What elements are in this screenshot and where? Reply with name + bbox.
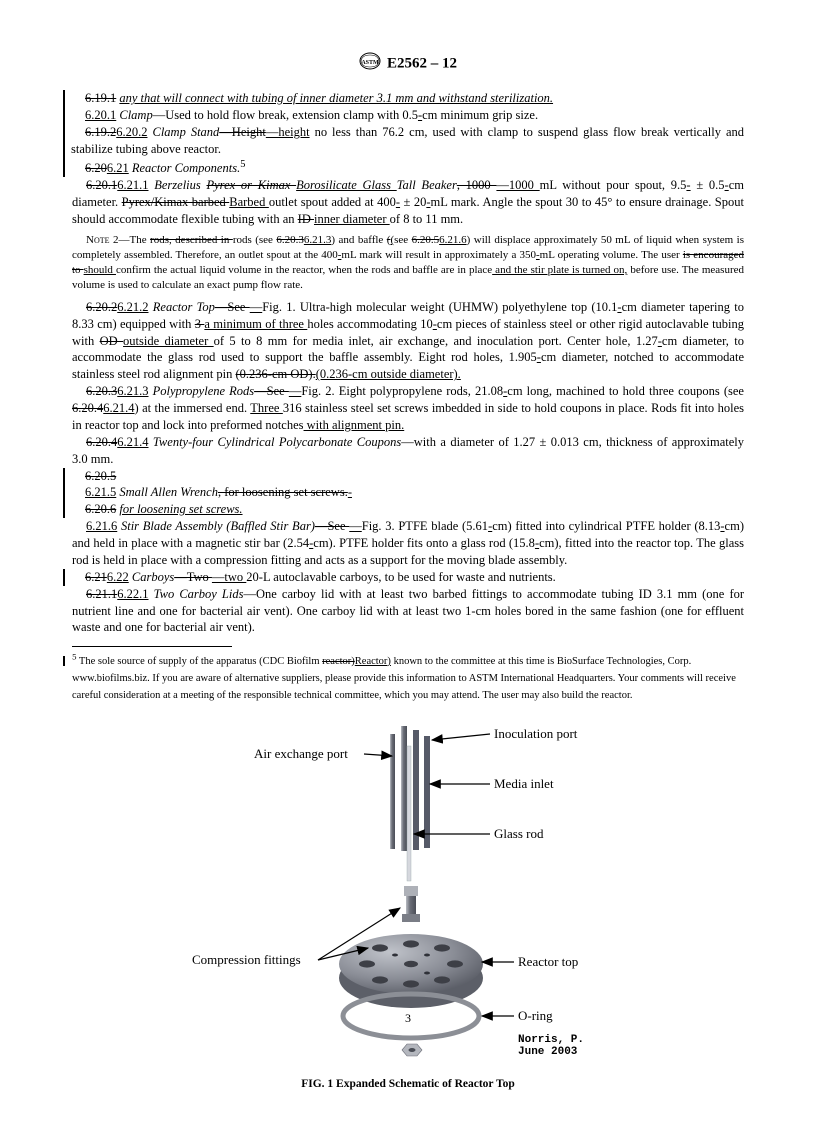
footnote-5: 5 The sole source of supply of the appar… (72, 656, 736, 701)
footnote-change-bar (63, 656, 65, 666)
para-6-21: 6.206.21 Reactor Components.5 (71, 158, 744, 177)
label-inoculation: Inoculation port (494, 726, 578, 741)
label-media: Media inlet (494, 776, 554, 791)
fig-credit-2: June 2003 (518, 1046, 578, 1058)
para-6-20-6-strike: 6.20.6 for loosening set screws. (71, 501, 744, 518)
para-6-21-6: 6.21.6 Stir Blade Assembly (Baffled Stir… (72, 518, 744, 569)
figure-1-caption: FIG. 1 Expanded Schematic of Reactor Top (72, 1077, 744, 1093)
para-6-20-2: 6.19.26.20.2 Clamp Stand—Height—height n… (71, 124, 744, 158)
change-bar-block-3: 6.20.5 6.21.5 Small Allen Wrench, for lo… (63, 468, 744, 519)
change-bar-block-1: 6.19.1 any that will connect with tubing… (63, 90, 744, 158)
para-6-19-1: 6.19.1 any that will connect with tubing… (71, 90, 744, 107)
para-6-21-5: 6.21.5 Small Allen Wrench, for loosening… (71, 484, 744, 501)
para-6-22-1: 6.21.16.22.1 Two Carboy Lids—One carboy … (72, 586, 744, 637)
note-2: Note 2—The rods, described in rods (see … (72, 233, 744, 292)
fig-credit-1: Norris, P. (518, 1034, 584, 1046)
label-glass: Glass rod (494, 826, 544, 841)
para-6-22: 6.216.22 Carboys—Two —two 20-L autoclava… (71, 569, 744, 586)
para-6-20-1: 6.20.1 Clamp—Used to hold flow break, ex… (71, 107, 744, 124)
footnote-block: 5 The sole source of supply of the appar… (72, 651, 744, 702)
change-bar-block-4: 6.216.22 Carboys—Two —two 20-L autoclava… (63, 569, 744, 586)
change-bar-block-2: 6.206.21 Reactor Components.5 (63, 158, 744, 177)
label-comp: Compression fittings (192, 952, 301, 967)
para-6-20-5-strike: 6.20.5 (71, 468, 744, 485)
para-6-21-3: 6.20.36.21.3 Polypropylene Rods—See —Fig… (72, 383, 744, 434)
para-6-21-4: 6.20.46.21.4 Twenty-four Cylindrical Pol… (72, 434, 744, 468)
page-header: ASTM E2562 – 12 (72, 52, 744, 76)
figure-1: Inoculation port Air exchange port Media… (72, 716, 744, 1092)
astm-logo: ASTM (359, 52, 381, 76)
page-number: 3 (0, 1010, 816, 1026)
para-6-21-2: 6.20.26.21.2 Reactor Top—See —Fig. 1. Ul… (72, 299, 744, 383)
standard-number: E2562 – 12 (387, 56, 457, 72)
footnote-rule (72, 646, 232, 647)
label-reactor: Reactor top (518, 954, 578, 969)
para-6-21-1: 6.20.16.21.1 Berzelius Pyrex or Kimax Bo… (72, 177, 744, 228)
svg-text:ASTM: ASTM (361, 60, 379, 66)
label-air: Air exchange port (254, 746, 348, 761)
